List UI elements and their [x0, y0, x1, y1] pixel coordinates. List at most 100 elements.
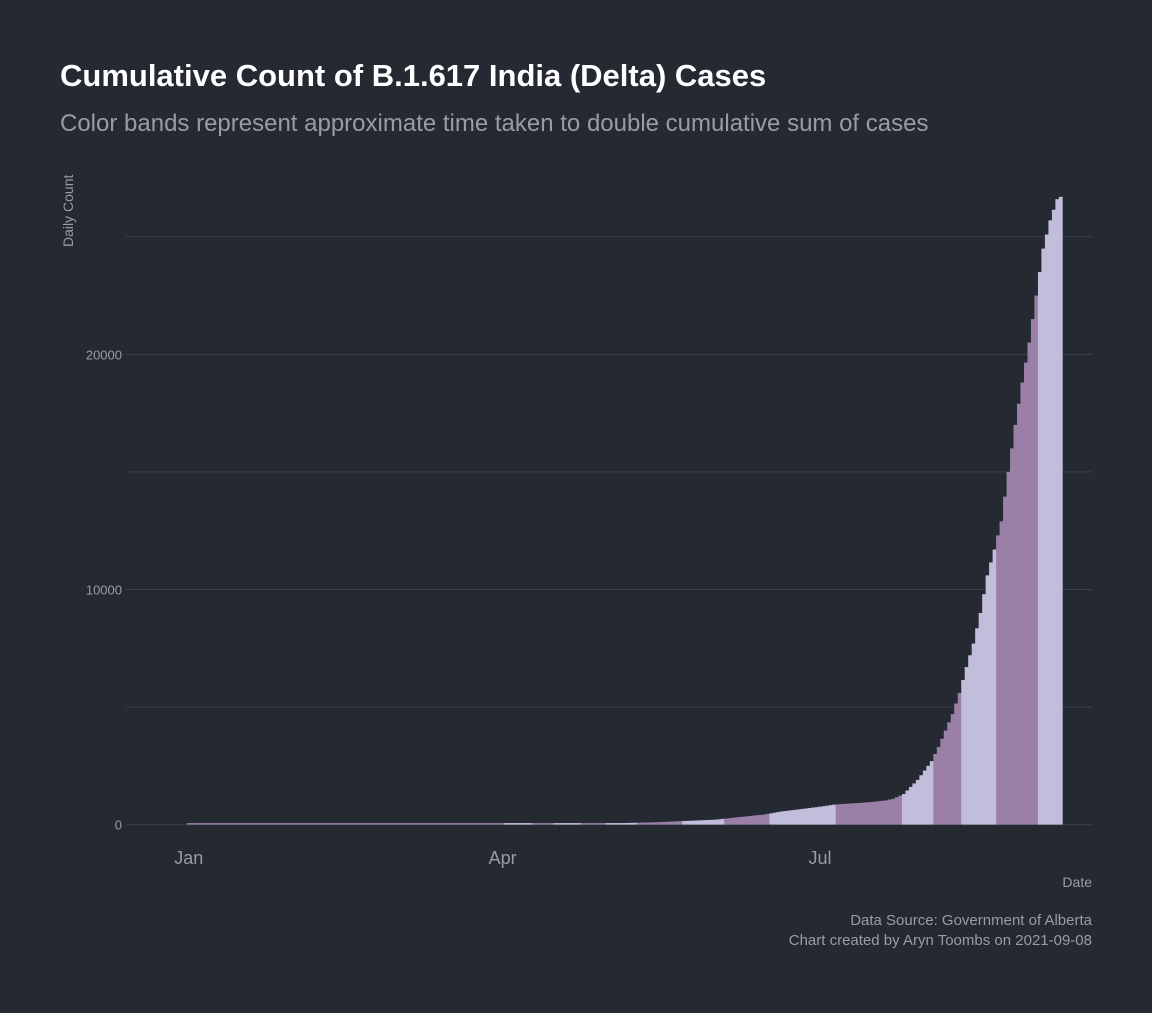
bar — [214, 823, 219, 825]
bar — [818, 806, 823, 825]
bar — [863, 802, 868, 825]
bar — [288, 823, 292, 825]
bar — [267, 823, 272, 825]
bar — [992, 549, 997, 825]
bar — [270, 823, 275, 825]
y-tick-label: 10000 — [86, 582, 122, 597]
bar — [535, 823, 540, 825]
bar — [486, 823, 491, 825]
bar — [989, 562, 993, 825]
bar — [1044, 234, 1049, 825]
bar — [647, 822, 652, 825]
bar — [622, 823, 627, 825]
bar — [434, 823, 439, 825]
bar — [438, 823, 442, 825]
bar — [800, 808, 805, 825]
bar — [961, 679, 966, 825]
bar — [504, 823, 509, 825]
bar — [204, 823, 209, 825]
y-tick-label: 0 — [115, 818, 122, 833]
bar — [950, 714, 955, 825]
bar — [459, 823, 463, 825]
bar — [298, 823, 303, 825]
bar — [476, 823, 481, 825]
bar — [466, 823, 470, 825]
bar — [497, 823, 502, 825]
bar — [455, 823, 460, 825]
bar — [954, 703, 959, 825]
bar — [699, 820, 704, 825]
bar — [629, 822, 634, 825]
bar — [860, 802, 864, 825]
bar — [441, 823, 446, 825]
bar — [323, 823, 327, 825]
chart-subtitle: Color bands represent approximate time t… — [60, 110, 928, 137]
bar — [867, 802, 871, 825]
bar — [403, 823, 408, 825]
bar — [874, 801, 878, 825]
chart-title: Cumulative Count of B.1.617 India (Delta… — [60, 58, 766, 93]
x-tick-label: Jul — [808, 848, 831, 868]
bar — [846, 803, 850, 825]
bar — [295, 823, 299, 825]
bar — [957, 692, 962, 825]
bar — [619, 823, 624, 825]
bar — [786, 810, 791, 825]
bar — [357, 823, 362, 825]
bar — [1010, 448, 1014, 825]
bar — [354, 823, 359, 825]
bar — [1058, 196, 1063, 825]
bar — [207, 823, 212, 825]
bar — [790, 810, 795, 825]
bar — [389, 823, 394, 825]
bar — [751, 815, 756, 825]
y-ticks: 0 10000 20000 — [86, 347, 122, 832]
bars — [187, 196, 1063, 825]
bar — [982, 594, 986, 825]
bar — [256, 823, 261, 825]
bar — [769, 813, 774, 825]
bar — [821, 806, 826, 825]
bar — [263, 823, 268, 825]
bar — [232, 823, 237, 825]
bar — [675, 821, 680, 825]
bar — [811, 807, 816, 825]
bar — [710, 819, 714, 825]
bar — [825, 805, 830, 825]
bar — [1051, 209, 1056, 825]
bar — [793, 809, 798, 825]
bar — [748, 815, 753, 825]
bar — [922, 770, 927, 825]
bar — [525, 823, 530, 825]
bar — [853, 803, 857, 825]
bar — [500, 823, 505, 825]
bar — [602, 823, 606, 825]
bar — [553, 823, 558, 825]
bar — [595, 823, 599, 825]
bar — [706, 819, 711, 825]
bar — [235, 823, 240, 825]
bar — [570, 823, 575, 825]
bar — [483, 823, 488, 825]
bar — [731, 817, 735, 825]
bar — [577, 823, 582, 825]
bar — [650, 822, 655, 825]
bar — [378, 823, 383, 825]
bar — [239, 823, 244, 825]
bar — [507, 823, 512, 825]
bar — [305, 823, 310, 825]
bar — [891, 798, 896, 825]
bar — [581, 823, 585, 825]
bar — [371, 823, 376, 825]
bar — [598, 823, 603, 825]
bar — [640, 822, 645, 825]
bar — [713, 819, 718, 825]
bar — [211, 823, 216, 825]
bar — [839, 804, 844, 825]
bar — [828, 805, 833, 825]
bar — [929, 761, 934, 825]
bar — [584, 823, 589, 825]
bar — [689, 820, 694, 825]
x-tick-label: Apr — [489, 848, 517, 868]
